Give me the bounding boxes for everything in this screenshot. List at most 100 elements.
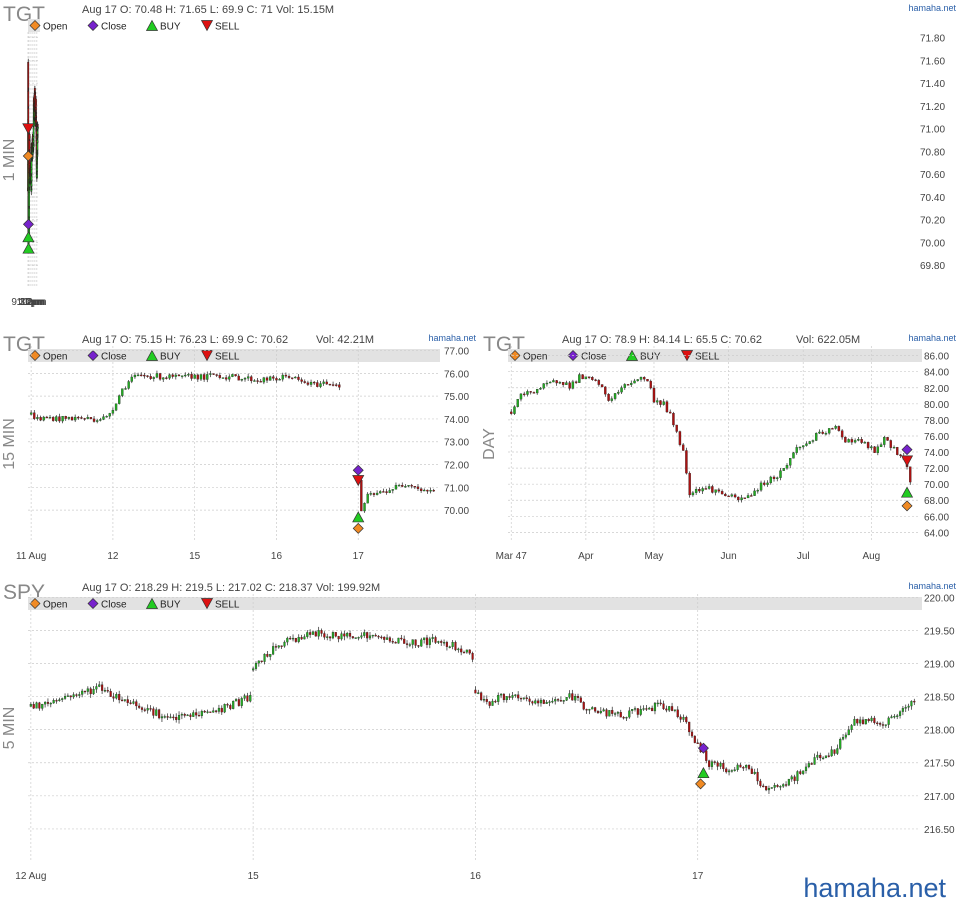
candle-body: [763, 482, 766, 485]
timeframe-label: 1 MIN: [1, 139, 18, 182]
candle-body: [75, 694, 78, 696]
candle-body: [286, 637, 289, 643]
candle-body: [742, 767, 745, 769]
x-tick-label: Mar 47: [496, 551, 528, 562]
candle-body: [52, 700, 55, 704]
x-tick-label: 2pm: [27, 297, 46, 308]
candle-body: [665, 401, 669, 413]
candle-body: [568, 693, 571, 698]
candle-body: [645, 708, 648, 710]
candle-body: [289, 637, 292, 640]
legend-open-label: Open: [43, 352, 67, 363]
candle-body: [513, 406, 516, 414]
candle-body: [437, 641, 440, 643]
candle-body: [237, 375, 240, 381]
candle-body: [497, 695, 500, 702]
candle-body: [249, 695, 252, 702]
candle-body: [55, 416, 58, 421]
x-tick-label: 1pm: [25, 297, 44, 308]
candle-body: [36, 168, 38, 172]
candle-body: [669, 411, 672, 414]
candle-body: [643, 377, 646, 380]
candle-body: [529, 391, 532, 393]
candle-body: [300, 637, 303, 640]
y-tick-label: 80.00: [924, 400, 949, 411]
candle-body: [620, 387, 623, 393]
legend-sell-label: SELL: [215, 352, 240, 363]
candle-body: [218, 375, 222, 378]
y-tick-label: 70.20: [920, 216, 945, 227]
candle-body: [417, 645, 420, 647]
candle-body: [155, 709, 158, 716]
candle-body: [725, 768, 728, 773]
candle-body: [243, 695, 246, 699]
candle-body: [44, 701, 47, 705]
candle-body: [581, 374, 584, 380]
candle-body: [124, 388, 127, 390]
sell-marker: [200, 20, 214, 32]
candle-body: [491, 700, 494, 706]
x-tick-label: 16: [271, 551, 283, 562]
candle-body: [74, 416, 77, 421]
candle-body: [753, 490, 756, 496]
ohlc-info: Aug 17 O: 75.15 H: 76.23 L: 69.9 C: 70.6…: [82, 334, 288, 346]
candle-body: [840, 430, 844, 438]
candle-body: [873, 717, 876, 724]
candle-body: [215, 374, 218, 376]
candle-body: [713, 761, 716, 763]
candle-body: [343, 633, 346, 637]
candle-body: [574, 696, 577, 701]
candle-body: [165, 377, 168, 379]
candle-body: [36, 417, 39, 419]
candle-body: [623, 384, 626, 388]
candle-body: [909, 466, 912, 483]
candle-body: [727, 770, 731, 773]
candle-body: [215, 710, 218, 712]
x-tick-label: 11am: [19, 297, 43, 308]
candle-body: [619, 712, 622, 718]
candle-body: [114, 403, 118, 411]
brand-logo[interactable]: hamaha.net: [803, 873, 946, 903]
candle-body: [240, 379, 244, 381]
candle-body: [471, 652, 474, 660]
candle-body: [265, 377, 269, 381]
candle-body: [633, 708, 637, 710]
candle-body: [678, 431, 682, 445]
candle-body: [38, 702, 41, 709]
candle-body: [884, 724, 887, 726]
candle-body: [316, 382, 319, 387]
candle-body: [776, 785, 779, 787]
candle-body: [827, 428, 831, 434]
candle-body: [607, 393, 610, 401]
candle-body: [562, 700, 565, 702]
candle-body: [212, 373, 215, 375]
candle-body: [850, 725, 853, 730]
candle-body: [545, 382, 549, 385]
y-tick-label: 70.80: [920, 147, 945, 158]
candle-body: [901, 708, 904, 712]
candle-body: [45, 416, 49, 419]
volume-info: Vol: 42.21M: [316, 334, 374, 346]
candle-body: [779, 786, 782, 788]
candle-body: [272, 376, 275, 379]
candle-body: [765, 786, 768, 791]
candle-body: [558, 382, 562, 384]
candle-body: [548, 381, 552, 384]
candle-body: [383, 636, 386, 640]
candle-body: [30, 169, 33, 174]
candle-body: [630, 382, 633, 385]
candle-body: [582, 702, 585, 710]
candle-body: [682, 716, 685, 720]
candle-body: [397, 485, 401, 487]
y-tick-label: 71.00: [444, 483, 469, 494]
candle-body: [688, 473, 691, 496]
candle-body: [611, 710, 614, 714]
y-tick-label: 77.00: [444, 347, 469, 358]
candle-body: [651, 707, 654, 712]
candle-body: [224, 377, 228, 380]
candle-body: [49, 702, 52, 705]
candle-body: [138, 705, 141, 708]
candle-body: [776, 477, 779, 479]
legend-bar: [28, 597, 922, 610]
candle-body: [750, 495, 753, 497]
